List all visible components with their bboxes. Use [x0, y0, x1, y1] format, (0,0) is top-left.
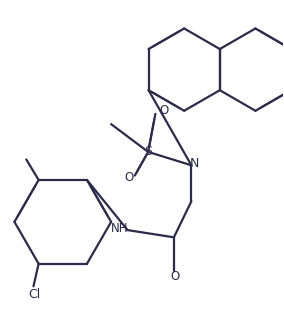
Text: Cl: Cl — [28, 288, 41, 301]
Text: N: N — [190, 157, 199, 170]
Text: O: O — [124, 171, 133, 184]
Text: NH: NH — [111, 222, 128, 235]
Text: O: O — [170, 270, 179, 283]
Text: O: O — [159, 104, 168, 117]
Text: S: S — [144, 145, 152, 158]
